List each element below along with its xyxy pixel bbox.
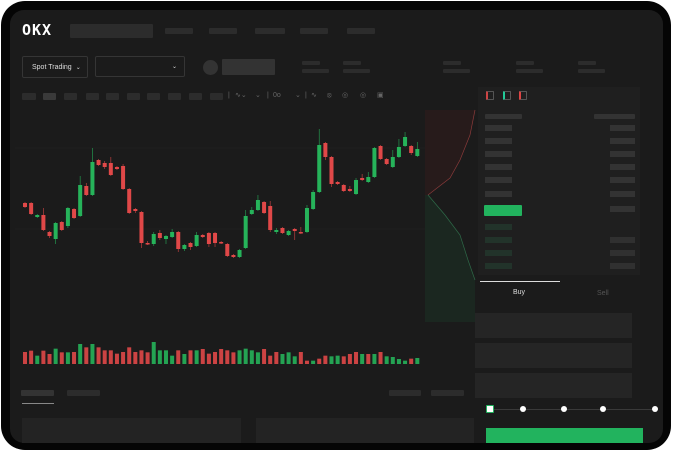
mid-amount[interactable] xyxy=(610,206,635,212)
stat-value-1 xyxy=(302,69,329,73)
bottom-panel-right xyxy=(256,418,474,443)
okx-logo[interactable]: OKX xyxy=(22,21,53,39)
orderbook-both-icon[interactable] xyxy=(486,91,494,100)
stat-label-4 xyxy=(516,61,534,65)
search-bar[interactable] xyxy=(70,24,153,38)
stat-label-2 xyxy=(343,61,361,65)
nav-item-3[interactable] xyxy=(255,28,285,34)
spot-trading-dropdown[interactable]: Spot Trading ⌄ xyxy=(22,56,88,78)
timeframe-9[interactable] xyxy=(189,93,202,100)
coin-avatar xyxy=(203,60,218,75)
timeframe-2-active[interactable] xyxy=(43,93,56,100)
stat-value-2 xyxy=(343,69,370,73)
chevron-down-icon: ⌄ xyxy=(171,64,177,70)
ask-amount[interactable] xyxy=(610,191,635,197)
fullscreen-icon[interactable]: ▣ xyxy=(377,92,384,99)
bottom-tab-2[interactable] xyxy=(67,390,100,396)
ask-price[interactable] xyxy=(485,151,512,157)
slider-mark-75[interactable] xyxy=(600,406,606,412)
orderbook-header-price xyxy=(485,114,522,119)
timeframe-3[interactable] xyxy=(64,93,77,100)
bottom-tab-1[interactable] xyxy=(21,390,54,396)
nav-item-1[interactable] xyxy=(165,28,193,34)
bid-price[interactable] xyxy=(485,224,512,230)
ask-price[interactable] xyxy=(485,125,512,131)
stat-value-4 xyxy=(516,69,543,73)
timeframe-6[interactable] xyxy=(127,93,140,100)
stat-value-3 xyxy=(443,69,470,73)
nav-item-2[interactable] xyxy=(209,28,237,34)
spot-trading-label: Spot Trading xyxy=(32,63,72,71)
pair-selector-dropdown[interactable]: ⌄ xyxy=(95,56,185,77)
sell-tab[interactable]: Sell xyxy=(597,290,609,297)
chevron-down-icon: ⌄ xyxy=(75,64,81,71)
bid-price[interactable] xyxy=(485,237,512,243)
bottom-panel-left xyxy=(22,418,241,443)
indicator-icon[interactable]: ∿⌄ xyxy=(235,92,247,99)
bottom-action-1[interactable] xyxy=(389,390,421,396)
bid-amount[interactable] xyxy=(610,263,635,269)
line-tool-icon[interactable]: ∿ xyxy=(311,92,317,99)
bottom-action-2[interactable] xyxy=(431,390,464,396)
chevron-down-icon[interactable]: ⌄ xyxy=(255,92,261,99)
orderbook-bids-icon[interactable] xyxy=(503,91,511,100)
timeframe-10[interactable] xyxy=(210,93,223,100)
amount-input[interactable] xyxy=(475,343,632,368)
bid-price[interactable] xyxy=(485,263,512,269)
timeframe-8[interactable] xyxy=(168,93,181,100)
ask-amount[interactable] xyxy=(610,151,635,157)
timeframe-7[interactable] xyxy=(147,93,160,100)
slider-mark-25[interactable] xyxy=(520,406,526,412)
ask-amount[interactable] xyxy=(610,125,635,131)
price-input[interactable] xyxy=(475,313,632,338)
stat-label-3 xyxy=(443,61,461,65)
ask-amount[interactable] xyxy=(610,164,635,170)
orderbook-mid-price xyxy=(484,205,522,216)
ruler-icon[interactable]: ⦻ xyxy=(327,92,332,99)
orderbook-asks-icon[interactable] xyxy=(519,91,527,100)
leverage-slider-track[interactable] xyxy=(490,409,655,410)
pair-price xyxy=(222,59,275,75)
leverage-slider-handle[interactable] xyxy=(486,405,494,413)
ask-price[interactable] xyxy=(485,138,512,144)
buy-button[interactable] xyxy=(486,428,643,443)
timeframe-1[interactable] xyxy=(22,93,36,100)
divider: | xyxy=(267,92,269,99)
nav-item-5[interactable] xyxy=(347,28,375,34)
stat-value-5 xyxy=(578,69,605,73)
settings-icon[interactable]: ◎ xyxy=(360,92,367,99)
divider: | xyxy=(305,92,307,99)
buy-tab-underline xyxy=(480,281,560,282)
stat-label-1 xyxy=(302,61,320,65)
ask-amount[interactable] xyxy=(610,138,635,144)
chevron-down-icon[interactable]: ⌄ xyxy=(295,92,301,99)
nav-item-4[interactable] xyxy=(300,28,328,34)
ask-price[interactable] xyxy=(485,164,512,170)
slider-mark-50[interactable] xyxy=(561,406,567,412)
ask-amount[interactable] xyxy=(610,177,635,183)
bid-amount[interactable] xyxy=(610,237,635,243)
ask-price[interactable] xyxy=(485,191,512,197)
camera-icon[interactable]: ◎ xyxy=(342,92,349,99)
total-input[interactable] xyxy=(475,373,632,398)
divider: | xyxy=(228,92,230,99)
buy-tab[interactable]: Buy xyxy=(513,289,526,296)
bid-amount[interactable] xyxy=(610,250,635,256)
chart-type-icon[interactable]: 0o xyxy=(273,92,281,99)
timeframe-5[interactable] xyxy=(106,93,119,100)
timeframe-4[interactable] xyxy=(86,93,99,100)
slider-mark-100[interactable] xyxy=(652,406,658,412)
bid-price[interactable] xyxy=(485,250,512,256)
stat-label-5 xyxy=(578,61,596,65)
ask-price[interactable] xyxy=(485,177,512,183)
orderbook-header-amount xyxy=(594,114,635,119)
bottom-tab-underline xyxy=(22,403,54,404)
